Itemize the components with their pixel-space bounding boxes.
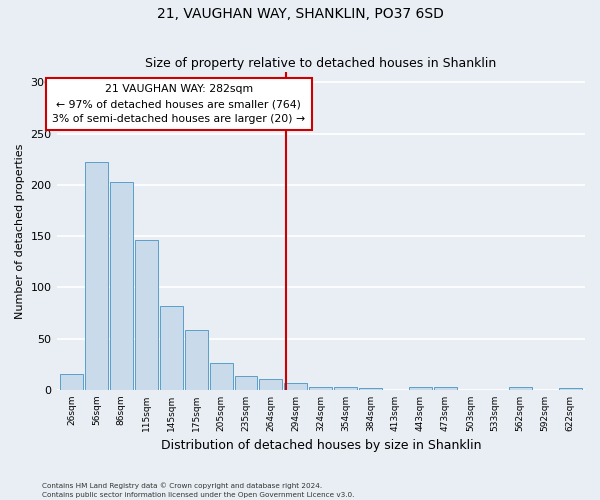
- Bar: [509, 387, 532, 390]
- Bar: [284, 383, 307, 390]
- Bar: [359, 388, 382, 390]
- Bar: [60, 374, 83, 390]
- Bar: [110, 182, 133, 390]
- Text: Contains HM Land Registry data © Crown copyright and database right 2024.
Contai: Contains HM Land Registry data © Crown c…: [42, 482, 355, 498]
- Bar: [209, 364, 233, 390]
- Y-axis label: Number of detached properties: Number of detached properties: [15, 144, 25, 318]
- Bar: [235, 376, 257, 390]
- X-axis label: Distribution of detached houses by size in Shanklin: Distribution of detached houses by size …: [161, 440, 481, 452]
- Bar: [160, 306, 182, 390]
- Bar: [259, 378, 283, 390]
- Title: Size of property relative to detached houses in Shanklin: Size of property relative to detached ho…: [145, 56, 496, 70]
- Text: 21 VAUGHAN WAY: 282sqm
← 97% of detached houses are smaller (764)
3% of semi-det: 21 VAUGHAN WAY: 282sqm ← 97% of detached…: [52, 84, 305, 124]
- Bar: [409, 387, 432, 390]
- Bar: [185, 330, 208, 390]
- Bar: [85, 162, 108, 390]
- Text: 21, VAUGHAN WAY, SHANKLIN, PO37 6SD: 21, VAUGHAN WAY, SHANKLIN, PO37 6SD: [157, 8, 443, 22]
- Bar: [310, 387, 332, 390]
- Bar: [334, 387, 357, 390]
- Bar: [559, 388, 581, 390]
- Bar: [434, 387, 457, 390]
- Bar: [135, 240, 158, 390]
